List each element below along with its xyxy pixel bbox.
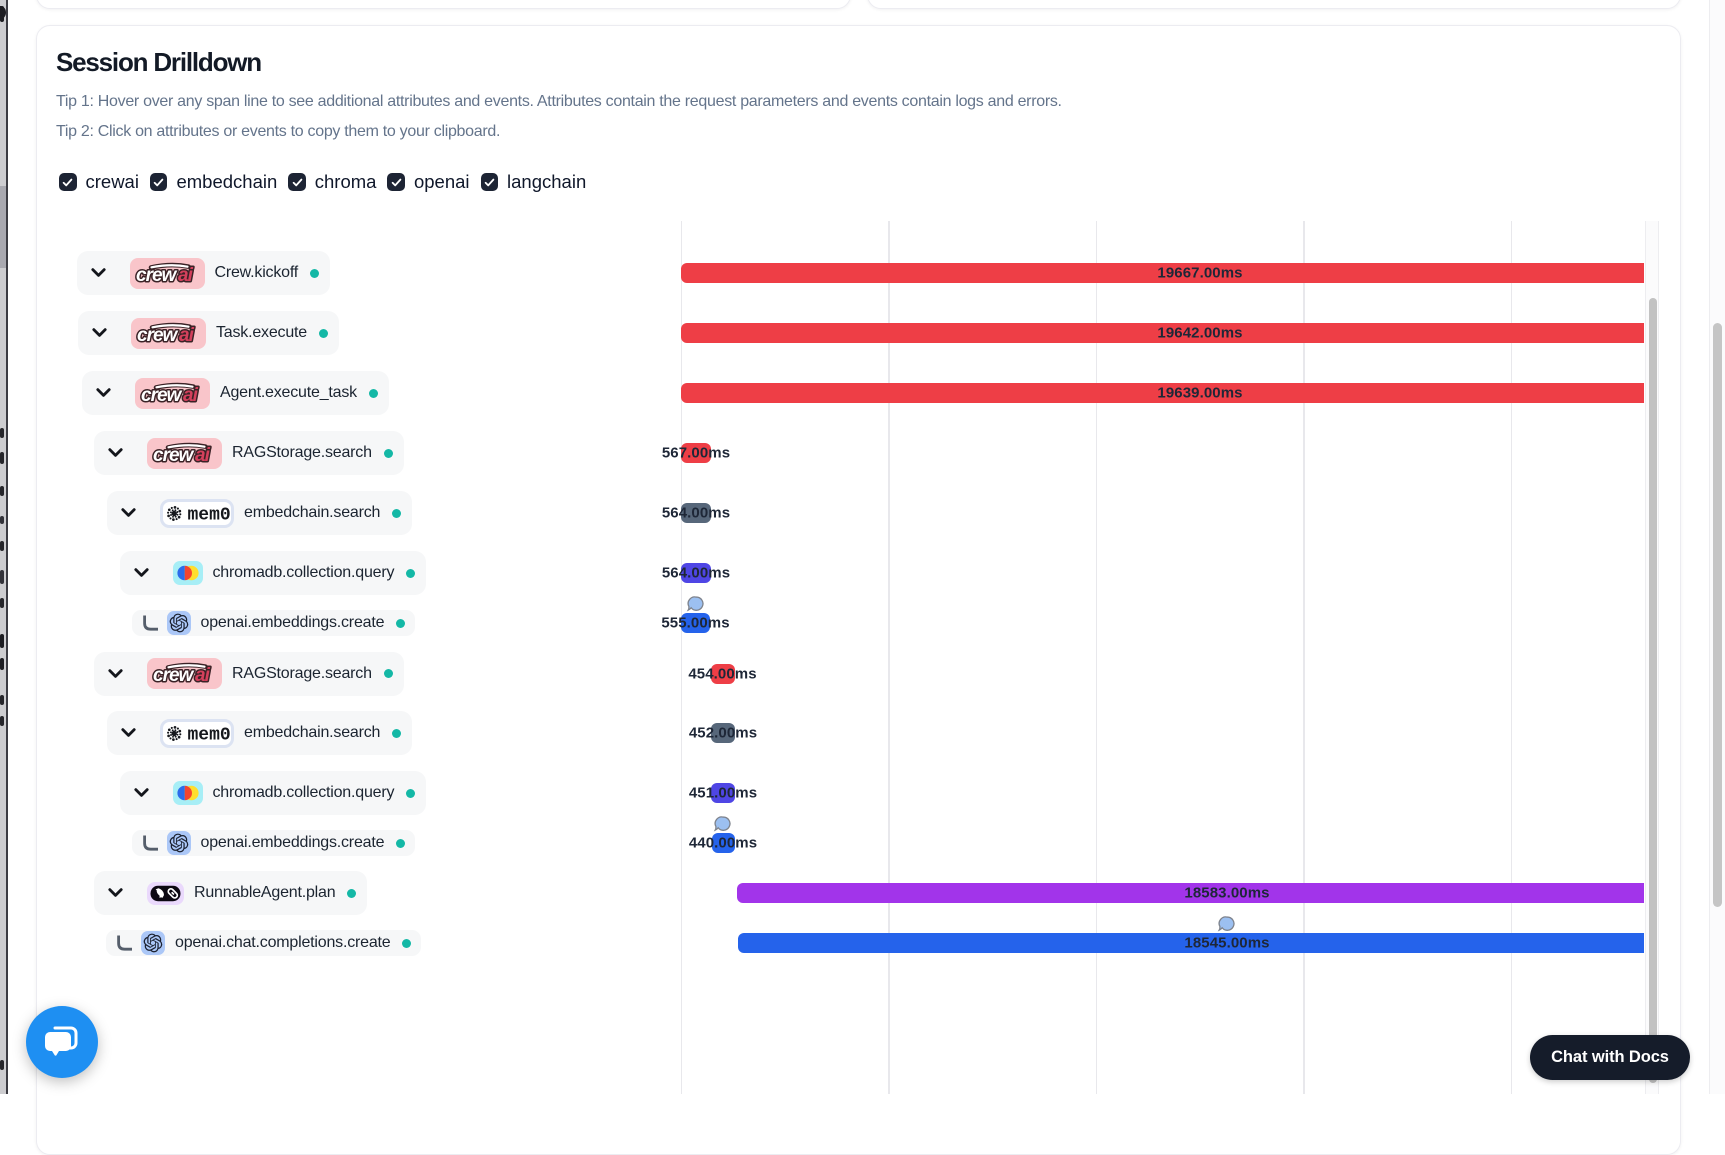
- svg-text:ai: ai: [179, 325, 195, 346]
- svg-text:ai: ai: [195, 445, 211, 466]
- svg-text:crew: crew: [137, 325, 179, 346]
- svg-text:mem0: mem0: [188, 505, 231, 525]
- svg-text:ai: ai: [195, 665, 211, 686]
- svg-text:mem0: mem0: [188, 725, 231, 745]
- svg-text:ai: ai: [183, 385, 199, 406]
- svg-text:ai: ai: [178, 265, 194, 286]
- svg-text:crew: crew: [141, 385, 183, 406]
